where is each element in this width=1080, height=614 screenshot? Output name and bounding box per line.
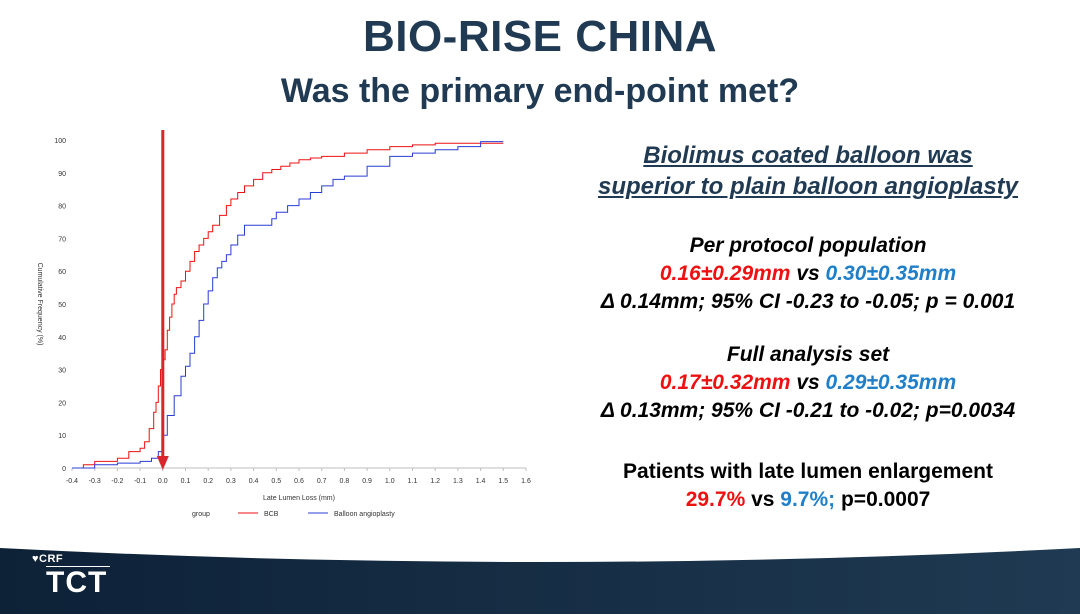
y-tick-label-0: 0 — [62, 466, 66, 473]
x-tick-label-0: -0.4 — [66, 478, 78, 485]
y-tick-label-9: 90 — [58, 171, 66, 178]
y-tick-label-8: 80 — [58, 204, 66, 211]
y-tick-label-10: 100 — [54, 138, 66, 145]
per-protocol-block: Per protocol population 0.16±0.29mm vs 0… — [548, 232, 1068, 316]
y-axis-label: Cumulative Frequency (%) — [36, 263, 43, 346]
x-tick-label-3: -0.1 — [134, 478, 146, 485]
full-analysis-balloon-value: 0.29±0.35mm — [825, 371, 957, 394]
lumen-enlargement-balloon-value: 9.7%; — [780, 488, 836, 511]
y-tick-label-6: 60 — [58, 269, 66, 276]
lumen-enlargement-values: 29.7% vs 9.7%; p=0.0007 — [548, 486, 1068, 514]
cumulative-frequency-chart: 0 10 20 30 40 50 60 70 80 90 100 -0.4 -0.3 -0.2 -0.1 0.… — [36, 130, 531, 518]
logo-divider — [46, 566, 110, 567]
x-tick-label-17: 1.3 — [453, 478, 463, 485]
slide-title: BIO-RISE CHINA — [362, 12, 718, 61]
x-tick-label-1: -0.3 — [89, 478, 101, 485]
lumen-enlargement-p: p=0.0007 — [835, 488, 931, 511]
y-tick-label-3: 30 — [58, 368, 66, 375]
x-tick-label-15: 1.1 — [408, 478, 418, 485]
crf-logo-text: CRF — [39, 553, 64, 565]
x-tick-label-14: 1.0 — [385, 478, 395, 485]
x-tick-label-7: 0.3 — [226, 478, 236, 485]
per-protocol-bcb-value: 0.16±0.29mm — [659, 262, 791, 285]
full-analysis-stats: Δ 0.13mm; 95% CI -0.21 to -0.02; p=0.003… — [600, 399, 1016, 422]
x-tick-label-12: 0.8 — [340, 478, 350, 485]
x-tick-label-11: 0.7 — [317, 478, 327, 485]
y-tick-label-4: 40 — [58, 335, 66, 342]
footer-band — [0, 548, 1080, 614]
per-protocol-values: 0.16±0.29mm vs 0.30±0.35mm — [548, 260, 1068, 288]
slide-subtitle: Was the primary end-point met? — [280, 72, 800, 110]
full-analysis-bcb-value: 0.17±0.32mm — [659, 371, 791, 394]
x-tick-label-5: 0.1 — [181, 478, 191, 485]
full-analysis-values: 0.17±0.32mm vs 0.29±0.35mm — [548, 369, 1068, 397]
x-tick-label-8: 0.4 — [249, 478, 259, 485]
heart-icon: ♥ — [32, 553, 40, 565]
full-analysis-title: Full analysis set — [726, 343, 890, 366]
arrow-head — [156, 456, 169, 470]
lumen-enlargement-bcb-value: 29.7% — [685, 488, 746, 511]
full-analysis-vs: vs — [790, 371, 826, 394]
legend-label-1: Balloon angioplasty — [334, 511, 395, 518]
x-tick-label-9: 0.5 — [271, 478, 281, 485]
headline: Biolimus coated balloon was superior to … — [548, 140, 1068, 202]
headline-line-2: superior to plain balloon angioplasty — [597, 173, 1019, 200]
headline-line-1: Biolimus coated balloon was — [643, 142, 973, 169]
crf-logo: ♥CRF — [32, 553, 63, 565]
x-axis-label: Late Lumen Loss (mm) — [263, 495, 335, 502]
legend-label-0: BCB — [264, 511, 279, 518]
full-analysis-block: Full analysis set 0.17±0.32mm vs 0.29±0.… — [548, 341, 1068, 425]
tct-logo: TCT — [46, 566, 108, 599]
y-tick-label-2: 20 — [58, 400, 66, 407]
per-protocol-vs: vs — [790, 262, 826, 285]
lumen-enlargement-title: Patients with late lumen enlargement — [623, 460, 993, 483]
x-tick-label-4: 0.0 — [158, 478, 168, 485]
per-protocol-title: Per protocol population — [689, 234, 927, 257]
x-tick-label-16: 1.2 — [430, 478, 440, 485]
lumen-enlargement-vs: vs — [745, 488, 781, 511]
x-tick-label-10: 0.6 — [294, 478, 304, 485]
x-tick-label-2: -0.2 — [111, 478, 123, 485]
per-protocol-stats: Δ 0.14mm; 95% CI -0.23 to -0.05; p = 0.0… — [600, 290, 1016, 313]
x-tick-label-20: 1.6 — [521, 478, 531, 485]
y-tick-label-7: 70 — [58, 236, 66, 243]
series-line-bcb — [72, 142, 504, 469]
lumen-enlargement-block: Patients with late lumen enlargement 29.… — [548, 458, 1068, 514]
x-tick-label-6: 0.2 — [203, 478, 213, 485]
x-tick-label-19: 1.5 — [498, 478, 508, 485]
x-tick-label-18: 1.4 — [476, 478, 486, 485]
y-tick-label-1: 10 — [58, 433, 66, 440]
y-tick-label-5: 50 — [58, 302, 66, 309]
series-line-balloon-angioplasty — [72, 141, 504, 469]
legend-title: group — [192, 511, 210, 518]
per-protocol-balloon-value: 0.30±0.35mm — [825, 262, 957, 285]
x-tick-label-13: 0.9 — [362, 478, 372, 485]
